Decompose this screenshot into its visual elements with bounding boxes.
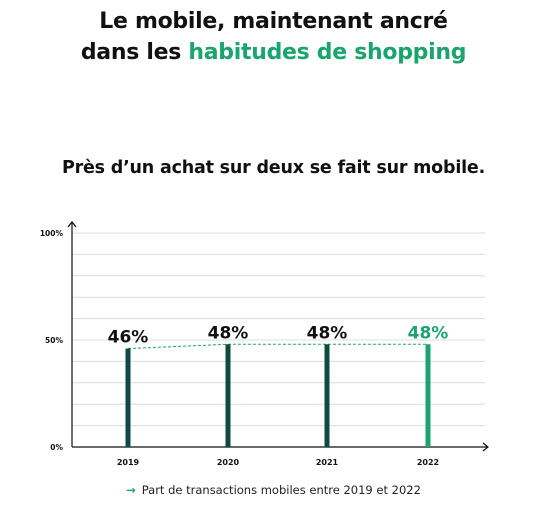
chart-subtitle: Près d’un achat sur deux se fait sur mob… <box>61 158 486 178</box>
bar <box>425 344 431 447</box>
data-label: 48% <box>408 323 449 343</box>
data-label: 46% <box>108 328 149 348</box>
x-tick-label: 2022 <box>417 458 439 467</box>
legend-label: Part de transactions mobiles entre 2019 … <box>141 483 421 497</box>
title-line-1: Le mobile, maintenant ancré <box>99 9 448 34</box>
x-axis-arrow-icon <box>482 442 489 452</box>
title-line-2: dans les habitudes de shopping <box>0 37 547 68</box>
y-tick-label: 0% <box>50 443 63 452</box>
trend-line <box>127 343 428 350</box>
page-title: Le mobile, maintenant ancré dans les hab… <box>0 6 547 68</box>
y-axis-arrow-icon <box>67 221 77 228</box>
bar <box>225 344 231 447</box>
x-tick-label: 2019 <box>117 458 140 467</box>
y-tick-label: 50% <box>45 336 63 345</box>
bar <box>324 344 330 447</box>
title-highlight: habitudes de shopping <box>188 40 467 65</box>
y-tick-label: 100% <box>40 229 64 238</box>
bar <box>125 348 131 447</box>
data-label: 48% <box>208 323 249 343</box>
x-tick-label: 2021 <box>316 458 339 467</box>
x-tick-label: 2020 <box>217 458 240 467</box>
data-label: 48% <box>307 323 348 343</box>
title-prefix: dans les <box>80 40 189 65</box>
arrow-right-icon: → <box>126 483 136 497</box>
chart-legend: → Part de transactions mobiles entre 2019… <box>0 483 547 497</box>
